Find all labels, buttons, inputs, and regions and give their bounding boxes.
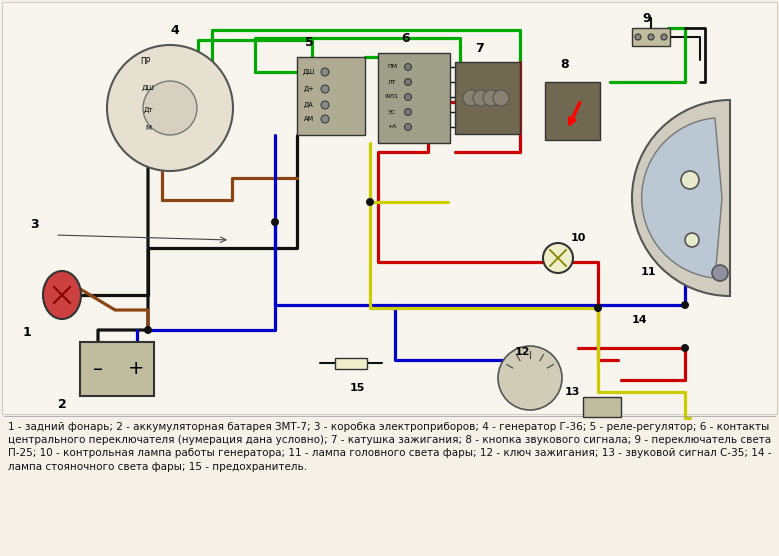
Circle shape — [648, 34, 654, 40]
Circle shape — [144, 326, 152, 334]
Text: 1 - задний фонарь; 2 - аккумуляторная батарея ЗМТ-7; 3 - коробка электроприборов: 1 - задний фонарь; 2 - аккумуляторная ба… — [8, 422, 771, 471]
Text: +: + — [128, 360, 144, 379]
Text: 8: 8 — [561, 57, 569, 71]
Circle shape — [404, 63, 411, 71]
Circle shape — [712, 265, 728, 281]
Text: ФЛ1: ФЛ1 — [385, 95, 399, 100]
Text: 7: 7 — [476, 42, 485, 54]
Circle shape — [107, 45, 233, 171]
Bar — [80, 342, 154, 396]
Circle shape — [543, 243, 573, 273]
Circle shape — [404, 78, 411, 86]
Text: М: М — [145, 125, 151, 131]
Text: ДШ: ДШ — [142, 85, 154, 91]
Circle shape — [661, 34, 667, 40]
Text: 6: 6 — [402, 32, 411, 46]
Circle shape — [483, 90, 499, 106]
Text: 10: 10 — [570, 233, 586, 243]
Text: 15: 15 — [349, 383, 365, 393]
Text: –: – — [93, 360, 103, 379]
Wedge shape — [642, 118, 722, 278]
Circle shape — [404, 93, 411, 101]
Circle shape — [366, 198, 374, 206]
Bar — [583, 397, 621, 417]
Text: Д+: Д+ — [304, 86, 315, 92]
Text: ДШ: ДШ — [303, 69, 315, 75]
Circle shape — [271, 218, 279, 226]
Text: 14: 14 — [633, 315, 648, 325]
Bar — [335, 358, 367, 369]
Bar — [545, 82, 600, 140]
Circle shape — [463, 90, 479, 106]
Bar — [455, 62, 520, 134]
Circle shape — [143, 81, 197, 135]
Text: 9: 9 — [643, 12, 651, 24]
Circle shape — [681, 171, 699, 189]
Bar — [632, 28, 670, 46]
Circle shape — [498, 346, 562, 410]
Text: 11: 11 — [640, 267, 656, 277]
Circle shape — [681, 301, 689, 309]
Text: 1: 1 — [23, 326, 31, 340]
Text: +А: +А — [387, 125, 397, 130]
Circle shape — [493, 90, 509, 106]
Circle shape — [635, 34, 641, 40]
Circle shape — [321, 115, 329, 123]
Circle shape — [321, 101, 329, 109]
Text: 12: 12 — [514, 347, 530, 357]
Wedge shape — [632, 100, 730, 296]
Text: 5: 5 — [305, 37, 313, 49]
Circle shape — [404, 123, 411, 131]
Ellipse shape — [43, 271, 81, 319]
Text: ДА: ДА — [304, 102, 314, 108]
Bar — [378, 53, 450, 143]
Text: 13: 13 — [564, 387, 580, 397]
Text: ЛТ: ЛТ — [388, 80, 397, 85]
Text: 4: 4 — [171, 23, 179, 37]
Circle shape — [681, 344, 689, 352]
Text: ПР: ПР — [139, 57, 150, 66]
Text: 3: 3 — [30, 219, 39, 231]
Circle shape — [404, 108, 411, 116]
Circle shape — [321, 68, 329, 76]
Circle shape — [685, 233, 699, 247]
Text: ЗС: ЗС — [388, 110, 397, 115]
Bar — [297, 57, 365, 135]
Circle shape — [321, 85, 329, 93]
Bar — [2, 2, 777, 414]
Text: 2: 2 — [58, 398, 66, 410]
Text: АМ: АМ — [304, 116, 314, 122]
Circle shape — [594, 304, 602, 312]
Circle shape — [473, 90, 489, 106]
Text: ПМ: ПМ — [387, 64, 397, 70]
Text: Дт: Дт — [143, 107, 153, 113]
